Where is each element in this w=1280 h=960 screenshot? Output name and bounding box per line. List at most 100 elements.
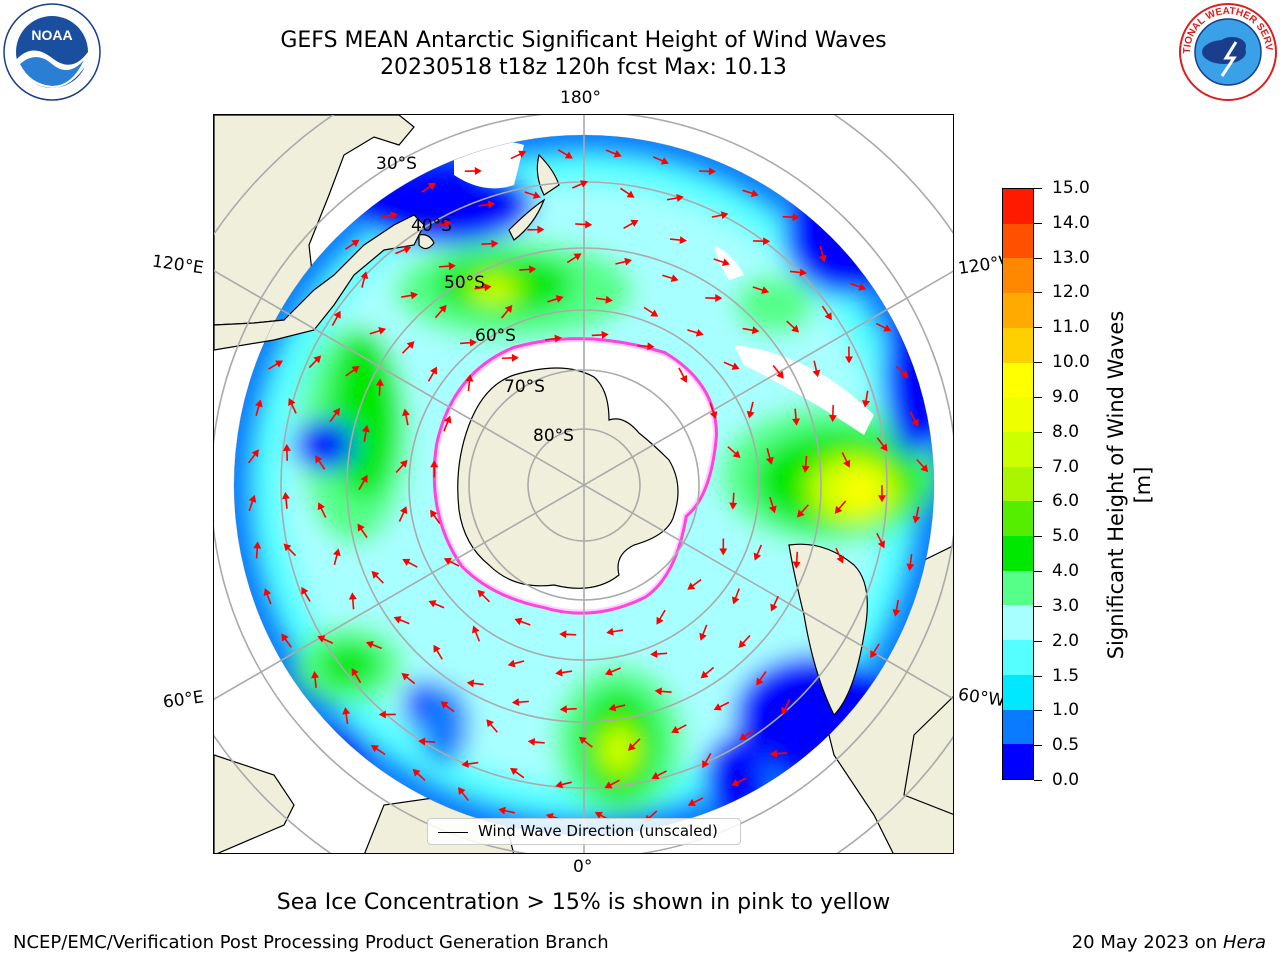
wave-direction-arrow [700,666,715,679]
wave-direction-arrow [620,187,635,198]
colorbar-segment [1003,362,1033,398]
wave-direction-arrow [434,220,452,228]
colorbar-tick-label: 3.0 [1052,595,1080,616]
colorbar-title: Significant Height of Wind Waves [m] [1104,310,1155,660]
colorbar-segment [1003,570,1033,606]
wave-direction-arrow [731,588,740,605]
wave-direction-arrow [756,671,767,686]
colorbar-tick [1034,257,1042,259]
wave-direction-arrow [477,589,491,603]
colorbar-tick-label: 12.0 [1052,282,1090,303]
colorbar-tick [1034,780,1042,781]
wave-direction-arrow [678,367,688,383]
wave-direction-arrow [605,149,622,158]
wave-direction-arrow [500,304,513,319]
polar-map-svg: 30°S 40°S 50°S 60°S 70°S 80°S [214,115,953,853]
wave-direction-arrow [742,189,759,198]
wave-direction-arrow [566,253,582,264]
wave-direction-arrow [315,455,326,470]
sea-ice-note: Sea Ice Concentration > 15% is shown in … [276,890,891,915]
wave-direction-arrow [412,768,426,782]
wave-direction-arrow [687,797,704,807]
wave-direction-arrow [461,759,479,768]
wave-direction-arrow [331,310,341,327]
colorbar [1002,188,1034,780]
wave-direction-arrow [746,401,755,419]
wave-direction-arrow [351,668,362,684]
wave-direction-arrow [358,474,368,491]
wave-direction-arrow [430,460,439,478]
lon-label-0: 0° [573,857,593,877]
colorbar-tick [1034,675,1042,677]
wave-direction-arrow [877,485,886,503]
wave-direction-arrow [501,353,519,362]
colorbar-tick [1034,640,1042,642]
wave-direction-arrow [498,806,516,815]
wave-direction-arrow [402,558,418,568]
wave-direction-arrow [401,291,419,300]
wave-direction-arrow [656,609,666,625]
wave-direction-arrow [433,644,443,660]
colorbar-segment [1003,709,1033,745]
wave-direction-arrow [662,274,679,283]
lat-label-50s: 50°S [444,273,485,293]
colorbar-segment [1003,744,1033,779]
wave-direction-arrow [801,455,810,473]
wave-direction-arrow [789,268,807,277]
colorbar-segment [1003,640,1033,675]
wave-direction-arrow [772,364,784,379]
wave-direction-arrow [317,502,327,518]
wave-direction-arrow [765,448,774,465]
wave-direction-arrow [360,271,369,288]
colorbar-segment [1003,466,1033,502]
wave-direction-arrow [486,719,498,733]
wave-direction-arrow [671,724,687,734]
wave-direction-arrow [615,257,632,266]
wave-direction-arrow [713,258,730,266]
wave-direction-arrow [519,265,537,274]
wave-direction-arrow [281,491,290,509]
wave-direction-arrow [812,360,821,378]
wave-direction-arrow [841,452,851,468]
wave-direction-arrow [906,553,915,571]
wave-direction-arrow [604,667,621,676]
wave-direction-arrow [699,624,708,641]
wave-direction-arrow [395,459,408,474]
colorbar-tick-label: 1.5 [1052,665,1080,686]
wave-direction-arrow [769,496,777,514]
wave-direction-arrow [329,407,340,423]
wave-direction-arrow [308,355,322,369]
colorbar-tick [1034,605,1042,607]
colorbar-segment [1003,327,1033,363]
wave-direction-arrow [421,182,436,193]
colorbar-tick-label: 11.0 [1052,317,1090,338]
wave-direction-arrow [792,408,800,426]
footer-date: 20 May 2023 on Hera [1072,932,1266,953]
wave-direction-arrow [288,397,297,414]
wave-direction-arrow [738,634,751,649]
wave-direction-arrow [466,679,484,688]
wave-direction-arrow [604,779,620,789]
wave-direction-arrow [666,194,684,202]
colorbar-segment [1003,189,1033,224]
wave-direction-arrow [301,586,311,602]
wave-direction-arrow [739,729,754,741]
wave-direction-arrow [254,399,263,417]
colorbar-segment [1003,397,1033,432]
colorbar-tick-label: 5.0 [1052,526,1080,547]
map-legend: Wind Wave Direction (unscaled) [427,818,741,845]
wave-direction-arrow [344,239,360,250]
wave-direction-arrow [753,237,771,246]
colorbar-tick [1034,571,1042,573]
lon-label-180: 180° [560,88,601,108]
wave-direction-arrow [395,246,412,255]
nws-seal-icon: NATIONAL WEATHER SERVICE [1178,2,1277,101]
wave-direction-arrow [669,236,687,245]
colorbar-segment [1003,431,1033,467]
wave-direction-arrow [652,156,669,165]
wave-direction-arrow [909,411,919,427]
colorbar-segment [1003,536,1033,571]
wave-direction-arrow [514,617,531,626]
wave-direction-arrow [370,744,386,756]
wave-direction-arrow [434,304,447,319]
